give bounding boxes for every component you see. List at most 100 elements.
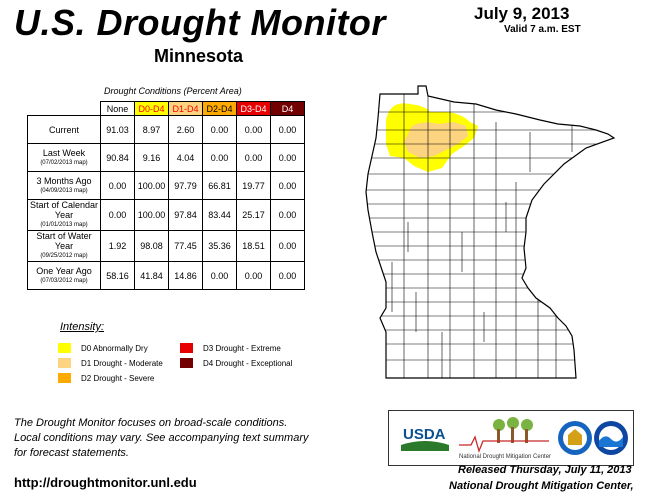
cell-value: 91.03 bbox=[100, 115, 135, 144]
cell-value: 35.36 bbox=[202, 230, 237, 262]
noaa-logo-icon bbox=[594, 421, 628, 455]
row-label-text: Start of Calendar Year bbox=[29, 200, 99, 220]
table-row: Start of Water Year (09/25/2012 map) 1.92 9… bbox=[27, 230, 305, 262]
legend-swatch bbox=[58, 373, 71, 383]
cell-value: 18.51 bbox=[236, 230, 271, 262]
legend-item-d2: D2 Drought - Severe bbox=[58, 373, 154, 383]
cell-value: 25.17 bbox=[236, 199, 271, 231]
ndmc-logo: National Drought Mitigation Center bbox=[459, 417, 551, 460]
cell-value: 41.84 bbox=[134, 261, 169, 290]
cell-value: 58.16 bbox=[100, 261, 135, 290]
cell-value: 0.00 bbox=[236, 261, 271, 290]
legend-swatch bbox=[58, 343, 71, 353]
d1-area bbox=[404, 122, 468, 158]
note-line: for forecast statements. bbox=[14, 447, 129, 459]
row-label: Start of Calendar Year (01/01/2013 map) bbox=[27, 199, 101, 231]
state-outline bbox=[365, 85, 616, 379]
footer-note: The Drought Monitor focuses on broad-sca… bbox=[14, 416, 344, 461]
cell-value: 0.00 bbox=[270, 230, 305, 262]
cell-value: 0.00 bbox=[100, 171, 135, 200]
release-date: Released Thursday, July 11, 2013 bbox=[458, 464, 632, 476]
county-boundaries bbox=[366, 86, 614, 378]
cell-value: 2.60 bbox=[168, 115, 203, 144]
cell-value: 83.44 bbox=[202, 199, 237, 231]
legend-swatch bbox=[58, 358, 71, 368]
row-sublabel: (07/02/2013 map) bbox=[40, 159, 88, 166]
legend-title: Intensity: bbox=[60, 321, 105, 333]
cell-value: 0.00 bbox=[270, 143, 305, 172]
table-row: Last Week (07/02/2013 map) 90.84 9.16 4.04 0.… bbox=[27, 143, 305, 172]
legend-item-d1: D1 Drought - Moderate bbox=[58, 358, 163, 368]
usda-text: USDA bbox=[403, 426, 446, 443]
legend-label: D4 Drought - Exceptional bbox=[203, 358, 293, 368]
table-caption: Drought Conditions (Percent Area) bbox=[104, 86, 242, 96]
cell-value: 97.79 bbox=[168, 171, 203, 200]
row-sublabel: (09/25/2012 map) bbox=[40, 253, 88, 259]
cell-value: 0.00 bbox=[270, 171, 305, 200]
minnesota-county-map bbox=[365, 85, 616, 379]
col-header: D2-D4 bbox=[202, 101, 237, 116]
cell-value: 90.84 bbox=[100, 143, 135, 172]
col-header: D1-D4 bbox=[168, 101, 203, 116]
col-header: D3-D4 bbox=[236, 101, 271, 116]
row-sublabel: (04/09/2013 map) bbox=[40, 187, 88, 194]
col-header: D4 bbox=[270, 101, 305, 116]
ndmc-text: National Drought Mitigation Center bbox=[459, 454, 551, 460]
cell-value: 8.97 bbox=[134, 115, 169, 144]
table-row: 3 Months Ago (04/09/2013 map) 0.00 100.00 97… bbox=[27, 171, 305, 200]
row-sublabel: (01/01/2013 map) bbox=[40, 222, 88, 228]
page-title: U.S. Drought Monitor bbox=[14, 2, 386, 43]
row-label-text: 3 Months Ago bbox=[36, 175, 92, 186]
cell-value: 98.08 bbox=[134, 230, 169, 262]
cell-value: 0.00 bbox=[236, 143, 271, 172]
cell-value: 100.00 bbox=[134, 171, 169, 200]
cell-value: 4.04 bbox=[168, 143, 203, 172]
cell-value: 77.45 bbox=[168, 230, 203, 262]
cell-value: 0.00 bbox=[270, 115, 305, 144]
cell-value: 66.81 bbox=[202, 171, 237, 200]
table-row: Current 91.03 8.97 2.60 0.00 0.00 0.00 bbox=[27, 115, 305, 144]
cell-value: 0.00 bbox=[270, 199, 305, 231]
drought-conditions-table: None D0-D4 D1-D4 D2-D4 D3-D4 D4 Current 9… bbox=[27, 101, 305, 290]
cell-value: 0.00 bbox=[270, 261, 305, 290]
cell-value: 97.84 bbox=[168, 199, 203, 231]
cell-value: 14.86 bbox=[168, 261, 203, 290]
legend-item-d3: D3 Drought - Extreme bbox=[180, 343, 281, 353]
drought-monitor-link[interactable]: http://droughtmonitor.unl.edu bbox=[14, 475, 197, 490]
cell-value: 0.00 bbox=[236, 115, 271, 144]
cell-value: 19.77 bbox=[236, 171, 271, 200]
legend-swatch bbox=[180, 358, 193, 368]
col-header: D0-D4 bbox=[134, 101, 169, 116]
row-label-text: Last Week bbox=[42, 147, 86, 158]
valid-time: Valid 7 a.m. EST bbox=[504, 24, 581, 35]
legend-label: D0 Abnormally Dry bbox=[81, 343, 148, 353]
cell-value: 0.00 bbox=[202, 261, 237, 290]
row-label-text: One Year Ago bbox=[36, 265, 92, 276]
state-name: Minnesota bbox=[154, 46, 244, 66]
row-label-text: Start of Water Year bbox=[36, 231, 92, 251]
legend-item-d4: D4 Drought - Exceptional bbox=[180, 358, 292, 368]
legend-item-d0: D0 Abnormally Dry bbox=[58, 343, 148, 353]
row-label: 3 Months Ago (04/09/2013 map) bbox=[27, 171, 101, 200]
cell-value: 9.16 bbox=[134, 143, 169, 172]
cell-value: 0.00 bbox=[202, 143, 237, 172]
table-header-row: None D0-D4 D1-D4 D2-D4 D3-D4 D4 bbox=[28, 101, 305, 116]
cell-value: 0.00 bbox=[202, 115, 237, 144]
legend-label: D1 Drought - Moderate bbox=[81, 358, 163, 368]
map-date: July 9, 2013 bbox=[474, 4, 570, 23]
legend-label: D3 Drought - Extreme bbox=[203, 343, 281, 353]
row-label: Last Week (07/02/2013 map) bbox=[27, 143, 101, 172]
note-line: Local conditions may vary. See accompany… bbox=[14, 432, 309, 444]
table-row: Start of Calendar Year (01/01/2013 map) 0.… bbox=[27, 199, 305, 231]
col-header: None bbox=[100, 101, 135, 116]
row-label: One Year Ago (07/03/2012 map) bbox=[27, 261, 101, 290]
row-sublabel: (07/03/2012 map) bbox=[40, 277, 88, 284]
row-label: Current bbox=[27, 115, 101, 144]
legend-swatch bbox=[180, 343, 193, 353]
cell-value: 100.00 bbox=[134, 199, 169, 231]
note-line: The Drought Monitor focuses on broad-sca… bbox=[14, 417, 288, 429]
row-label: Start of Water Year (09/25/2012 map) bbox=[27, 230, 101, 262]
commerce-seal-icon bbox=[558, 421, 592, 455]
row-label-text: Current bbox=[48, 124, 79, 135]
author-center: National Drought Mitigation Center, bbox=[449, 480, 634, 492]
